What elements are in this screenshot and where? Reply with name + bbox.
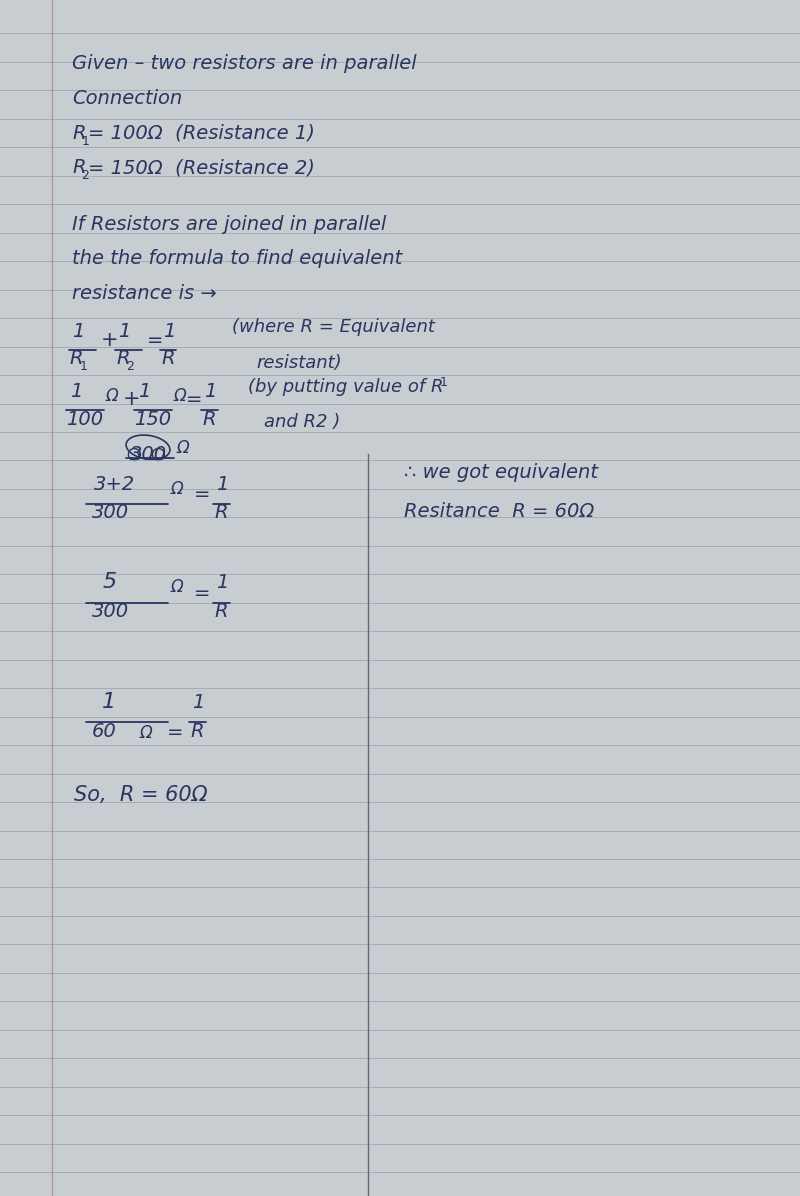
- Text: 60: 60: [92, 721, 117, 740]
- Text: 1: 1: [102, 692, 117, 712]
- Text: 1: 1: [216, 573, 228, 592]
- Text: =: =: [186, 390, 202, 409]
- Text: 1: 1: [204, 382, 216, 401]
- Text: Resitance  R = 60Ω: Resitance R = 60Ω: [404, 501, 594, 520]
- Text: 1: 1: [118, 322, 130, 341]
- Text: 1: 1: [80, 360, 88, 373]
- Text: R: R: [214, 502, 228, 521]
- Text: 5: 5: [102, 573, 117, 592]
- Text: 1: 1: [192, 692, 204, 712]
- Text: Ω: Ω: [174, 386, 186, 404]
- Text: +: +: [122, 390, 140, 409]
- Text: R: R: [72, 158, 86, 177]
- Text: Connection: Connection: [72, 89, 182, 108]
- Text: 1: 1: [163, 322, 175, 341]
- Text: +: +: [101, 330, 118, 349]
- Text: (by putting value of R: (by putting value of R: [248, 378, 443, 396]
- Text: R: R: [202, 409, 216, 428]
- Text: 1: 1: [216, 475, 228, 494]
- Text: If Resistors are joined in parallel: If Resistors are joined in parallel: [72, 214, 386, 233]
- Text: =: =: [194, 484, 210, 504]
- Text: resistance is →: resistance is →: [72, 283, 217, 303]
- Text: Ω: Ω: [170, 578, 183, 596]
- Text: 1: 1: [82, 135, 90, 148]
- Text: 1: 1: [138, 382, 150, 401]
- Text: 1: 1: [72, 322, 84, 341]
- Text: =: =: [194, 584, 210, 603]
- Text: 1: 1: [70, 382, 82, 401]
- Text: =: =: [147, 330, 164, 349]
- Text: Ω: Ω: [106, 386, 118, 404]
- Text: the the formula to find equivalent: the the formula to find equivalent: [72, 249, 402, 268]
- Text: 150: 150: [134, 409, 171, 428]
- Text: So,  R = 60Ω: So, R = 60Ω: [74, 786, 207, 805]
- Text: R: R: [214, 602, 228, 621]
- Text: Ω: Ω: [177, 439, 190, 457]
- Text: =: =: [166, 722, 183, 742]
- Text: R: R: [162, 348, 175, 367]
- Text: R: R: [72, 123, 86, 142]
- Text: resistant): resistant): [256, 354, 342, 372]
- Text: Ω: Ω: [170, 480, 183, 498]
- Text: 300: 300: [92, 602, 129, 621]
- Text: 2: 2: [126, 360, 134, 373]
- Text: and R2 ): and R2 ): [264, 413, 340, 431]
- Text: Ω: Ω: [140, 724, 153, 742]
- Text: R: R: [70, 348, 83, 367]
- Text: 1: 1: [440, 377, 448, 390]
- Text: 3+2: 3+2: [94, 475, 135, 494]
- Text: (where R = Equivalent: (where R = Equivalent: [232, 318, 435, 336]
- Text: R: R: [190, 721, 204, 740]
- Text: Given – two resistors are in parallel: Given – two resistors are in parallel: [72, 54, 417, 73]
- Text: = 100Ω  (Resistance 1): = 100Ω (Resistance 1): [88, 123, 315, 142]
- Text: ∴ we got equivalent: ∴ we got equivalent: [404, 463, 598, 482]
- Text: 2: 2: [82, 170, 90, 183]
- Text: 300: 300: [92, 502, 129, 521]
- Text: 300: 300: [130, 445, 167, 464]
- Text: R: R: [116, 348, 130, 367]
- Text: 100: 100: [66, 409, 103, 428]
- Text: = 150Ω  (Resistance 2): = 150Ω (Resistance 2): [88, 158, 315, 177]
